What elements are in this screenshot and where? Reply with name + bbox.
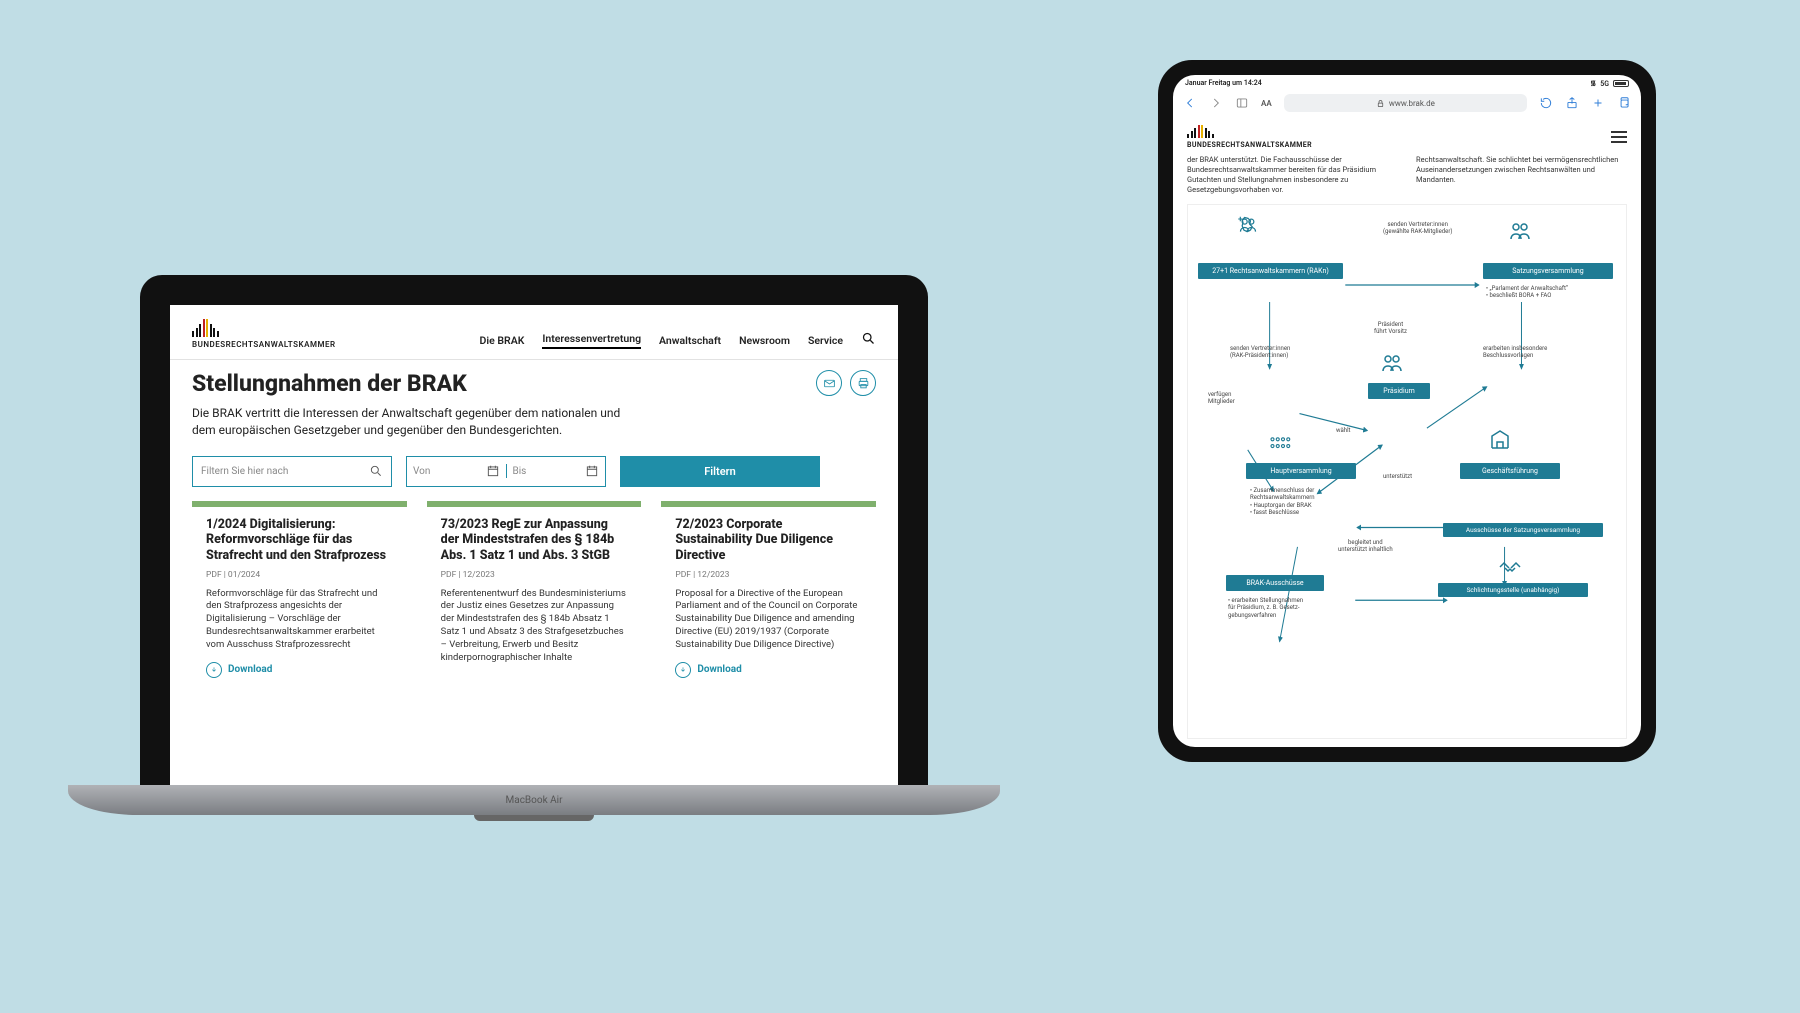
lock-icon	[1376, 99, 1385, 108]
brand-text: BUNDESRECHTSANWALTSKAMMER	[1187, 141, 1312, 149]
laptop-bezel: BUNDESRECHTSANWALTSKAMMER Die BRAK Intere…	[140, 275, 928, 785]
card-title: 72/2023 Corporate Sustainability Due Dil…	[675, 517, 862, 564]
diagram-node-raks: 27+1 Rechtsanwaltskammern (RAKn)	[1198, 263, 1343, 279]
card-desc: Proposal for a Directive of the European…	[675, 588, 862, 652]
brak-page: BUNDESRECHTSANWALTSKAMMER Die BRAK Intere…	[170, 305, 898, 785]
brand-text: BUNDESRECHTSANWALTSKAMMER	[192, 340, 336, 349]
laptop-base: MacBook Air	[68, 785, 1000, 815]
diagram-label: • Zusammenschluss der Rechtsanwaltskamme…	[1250, 487, 1315, 517]
diagram-label: Präsidentführt Vorsitz	[1374, 321, 1407, 336]
download-icon	[210, 666, 218, 674]
diagram-label: wählt	[1336, 427, 1351, 435]
diagram-node-gf: Geschäftsführung	[1460, 463, 1560, 479]
nav-item[interactable]: Anwaltschaft	[659, 334, 721, 347]
filter-button[interactable]: Filtern	[620, 456, 820, 487]
brak-logo[interactable]: BUNDESRECHTSANWALTSKAMMER	[192, 319, 336, 349]
calendar-icon	[585, 464, 599, 478]
nav-item[interactable]: Newsroom	[739, 334, 790, 347]
main-nav: Die BRAK Interessenvertretung Anwaltschaft…	[480, 331, 876, 349]
battery-icon	[1613, 80, 1629, 87]
diagram-label: senden Vertreter:innen(RAK-Präsident:inn…	[1230, 345, 1290, 360]
print-button[interactable]	[850, 370, 876, 396]
diagram-label: unterstützt	[1383, 473, 1412, 481]
url-bar[interactable]: www.brak.de	[1284, 94, 1527, 112]
tablet-screen: Januar Freitag um 14:24 ᯾ 5G AA www.brak…	[1173, 75, 1641, 747]
back-icon[interactable]	[1183, 96, 1197, 110]
page-title: Stellungnahmen der BRAK	[192, 370, 467, 397]
ios-status-bar: Januar Freitag um 14:24 ᯾ 5G	[1173, 75, 1641, 90]
card-meta: PDF | 12/2023	[441, 570, 628, 580]
diagram-node-brak-aus: BRAK-Ausschüsse	[1226, 575, 1324, 591]
filter-date-range[interactable]: Von Bis	[406, 456, 606, 487]
diagram-label: • erarbeiten Stellungnahmen für Präsidiu…	[1228, 597, 1303, 620]
diagram-node-satz: Satzungsversammlung	[1483, 263, 1613, 279]
menu-button[interactable]	[1611, 131, 1627, 143]
card-title: 73/2023 RegE zur Anpassung der Mindestst…	[441, 517, 628, 564]
forward-icon[interactable]	[1209, 96, 1223, 110]
diagram-node-pras: Präsidium	[1368, 383, 1430, 399]
result-card: 73/2023 RegE zur Anpassung der Mindestst…	[427, 501, 642, 678]
card-title: 1/2024 Digitalisierung: Reformvorschläge…	[206, 517, 393, 564]
laptop-mockup: BUNDESRECHTSANWALTSKAMMER Die BRAK Intere…	[140, 275, 1072, 815]
printer-icon	[857, 377, 870, 390]
card-meta: PDF | 12/2023	[675, 570, 862, 580]
result-card: 1/2024 Digitalisierung: Reformvorschläge…	[192, 501, 407, 678]
page-intro: Die BRAK vertritt die Interessen der Anw…	[192, 405, 622, 440]
results-grid: 1/2024 Digitalisierung: Reformvorschläge…	[192, 501, 876, 678]
search-icon[interactable]	[861, 331, 876, 346]
nav-item[interactable]: Service	[808, 334, 843, 347]
intro-columns: der BRAK unterstützt. Die Fachausschüsse…	[1173, 155, 1641, 204]
share-icon[interactable]	[1565, 96, 1579, 110]
reload-icon[interactable]	[1539, 96, 1553, 110]
text-size-icon[interactable]: AA	[1261, 99, 1272, 108]
diagram-label: verfügenMitglieder	[1208, 391, 1235, 406]
card-desc: Reformvorschläge für das Strafrecht und …	[206, 588, 393, 652]
tablet-mockup: Januar Freitag um 14:24 ᯾ 5G AA www.brak…	[1158, 60, 1656, 762]
brak-logo[interactable]: BUNDESRECHTSANWALTSKAMMER	[1187, 124, 1312, 149]
diagram-node-haupt: Hauptversammlung	[1246, 463, 1356, 479]
diagram-label: senden Vertreter:innen(gewählte RAK-Mitg…	[1383, 221, 1452, 236]
nav-item[interactable]: Interessenvertretung	[542, 332, 641, 349]
diagram-label: erarbeiten insbesondereBeschlussvorlagen	[1483, 345, 1547, 360]
wifi-icon: ᯾	[1590, 79, 1596, 88]
calendar-icon	[486, 464, 500, 478]
download-icon	[679, 666, 687, 674]
mail-icon	[823, 377, 836, 390]
card-meta: PDF | 01/2024	[206, 570, 393, 580]
new-tab-icon[interactable]	[1591, 96, 1605, 110]
email-button[interactable]	[816, 370, 842, 396]
card-desc: Referentenentwurf des Bundesministeriums…	[441, 588, 628, 665]
laptop-model-label: MacBook Air	[506, 795, 563, 806]
diagram-germany-plus-people-icon: +	[1238, 215, 1243, 225]
search-icon	[369, 464, 383, 478]
filter-text-input[interactable]: Filtern Sie hier nach	[192, 456, 392, 487]
diagram-node-schl: Schlichtungsstelle (unabhängig)	[1438, 583, 1588, 597]
org-diagram: 27+1 Rechtsanwaltskammern (RAKn) Satzungs…	[1187, 204, 1627, 740]
diagram-node-aussch: Ausschüsse der Satzungsversammlung	[1443, 523, 1603, 537]
tabs-icon[interactable]	[1617, 96, 1631, 110]
laptop-screen: BUNDESRECHTSANWALTSKAMMER Die BRAK Intere…	[170, 305, 898, 785]
diagram-label: begleitet undunterstützt inhaltlich	[1338, 539, 1393, 554]
sidebar-icon[interactable]	[1235, 96, 1249, 110]
download-link[interactable]: Download	[675, 662, 741, 678]
safari-toolbar: AA www.brak.de	[1173, 90, 1641, 118]
download-link[interactable]: Download	[206, 662, 272, 678]
result-card: 72/2023 Corporate Sustainability Due Dil…	[661, 501, 876, 678]
nav-item[interactable]: Die BRAK	[480, 334, 525, 347]
diagram-label: • „Parlament der Anwaltschaft“• beschlie…	[1486, 285, 1568, 300]
